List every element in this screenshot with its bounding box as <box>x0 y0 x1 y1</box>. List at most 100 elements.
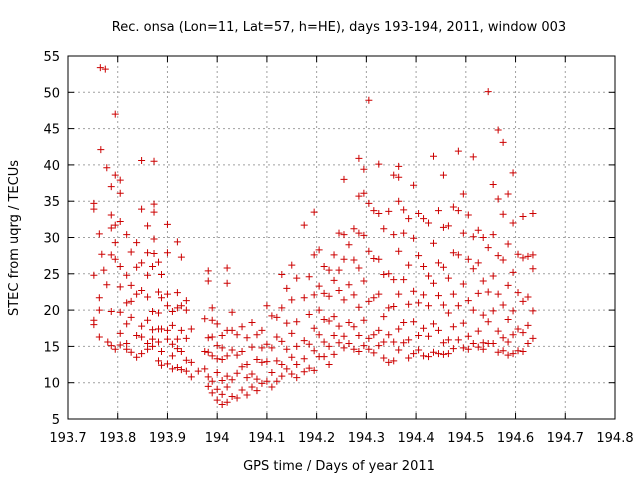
data-point <box>469 153 477 161</box>
data-point <box>494 327 502 335</box>
data-point <box>243 391 251 399</box>
data-point <box>133 290 141 298</box>
data-point <box>325 292 333 300</box>
data-point <box>439 339 447 347</box>
data-point <box>484 288 492 296</box>
data-point <box>390 357 398 365</box>
data-point <box>300 368 308 376</box>
y-tick-label: 30 <box>43 232 60 247</box>
data-point <box>385 270 393 278</box>
data-point <box>494 195 502 203</box>
data-point <box>524 293 532 301</box>
data-point <box>395 197 403 205</box>
data-point <box>173 304 181 312</box>
data-point <box>325 361 333 369</box>
x-tick-label: 194.5 <box>447 431 484 446</box>
data-point <box>194 367 202 375</box>
data-point <box>173 335 181 343</box>
data-point <box>208 333 216 341</box>
data-point <box>395 173 403 181</box>
data-point <box>223 264 231 272</box>
data-point <box>494 252 502 260</box>
data-point <box>163 220 171 228</box>
data-point <box>157 347 165 355</box>
data-point <box>434 207 442 215</box>
y-tick-label: 5 <box>52 413 60 428</box>
data-point <box>400 206 408 214</box>
data-point <box>474 343 482 351</box>
x-tick-label: 194 <box>205 431 230 446</box>
data-point <box>150 157 158 165</box>
data-point <box>150 235 158 243</box>
data-point <box>253 331 261 339</box>
data-point <box>444 336 452 344</box>
data-point <box>293 342 301 350</box>
data-point <box>163 360 171 368</box>
data-point <box>415 332 423 340</box>
data-point <box>355 332 363 340</box>
data-point <box>360 165 368 173</box>
data-point <box>405 261 413 269</box>
data-point <box>95 306 103 314</box>
data-point <box>127 248 135 256</box>
data-point <box>524 252 532 260</box>
data-point <box>144 271 152 279</box>
data-point <box>315 282 323 290</box>
data-point <box>204 373 212 381</box>
data-point <box>469 265 477 273</box>
data-point <box>509 307 517 315</box>
data-point <box>454 207 462 215</box>
data-point <box>243 334 251 342</box>
data-point <box>116 189 124 197</box>
data-point <box>375 160 383 168</box>
data-point <box>524 321 532 329</box>
data-point <box>499 334 507 342</box>
data-point <box>168 352 176 360</box>
data-point <box>273 357 281 365</box>
data-point <box>390 276 398 284</box>
data-point <box>434 259 442 267</box>
data-point <box>360 189 368 197</box>
data-point <box>479 345 487 353</box>
data-point <box>163 290 171 298</box>
data-point <box>228 346 236 354</box>
data-point <box>263 340 271 348</box>
data-point <box>444 350 452 358</box>
data-point <box>101 65 109 73</box>
data-point <box>370 349 378 357</box>
data-point <box>213 320 221 328</box>
data-point <box>253 355 261 363</box>
data-point <box>380 271 388 279</box>
data-point <box>150 249 158 257</box>
data-point <box>149 308 157 316</box>
data-point <box>330 350 338 358</box>
x-axis-title: GPS time / Days of year 2011 <box>243 459 435 474</box>
data-point <box>138 157 146 165</box>
data-point <box>504 281 512 289</box>
data-point <box>204 267 212 275</box>
data-point <box>345 339 353 347</box>
data-point <box>103 281 111 289</box>
data-point <box>415 210 423 218</box>
data-point <box>305 310 313 318</box>
data-point <box>223 398 231 406</box>
data-point <box>439 263 447 271</box>
data-point <box>273 333 281 341</box>
data-point <box>464 255 472 263</box>
data-point <box>320 316 328 324</box>
data-point <box>420 352 428 360</box>
data-point <box>95 230 103 238</box>
data-point <box>395 325 403 333</box>
data-point <box>330 332 338 340</box>
data-point <box>439 301 447 309</box>
data-point <box>484 244 492 252</box>
data-point <box>504 338 512 346</box>
data-point <box>385 304 393 312</box>
data-point <box>288 329 296 337</box>
data-point <box>278 337 286 345</box>
data-point <box>123 345 131 353</box>
data-point <box>138 333 146 341</box>
data-point <box>360 231 368 239</box>
data-point <box>218 355 226 363</box>
data-point <box>293 318 301 326</box>
